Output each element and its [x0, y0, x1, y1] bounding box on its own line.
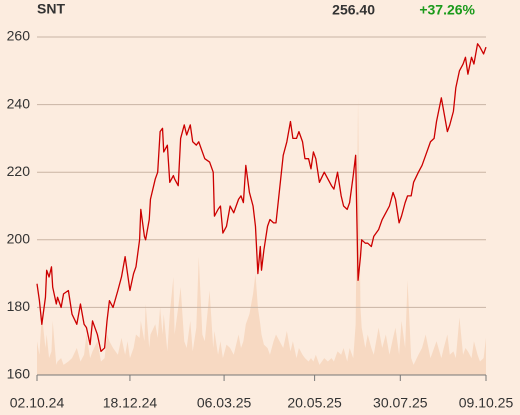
y-tick-label: 160	[7, 366, 31, 382]
y-tick-label: 180	[7, 298, 31, 314]
y-tick-label: 200	[7, 231, 31, 247]
x-tick-label: 06.03.25	[197, 395, 252, 411]
change: +37.26%	[419, 2, 475, 18]
ticker: SNT	[37, 1, 65, 17]
y-tick-label: 260	[7, 28, 31, 44]
y-tick-label: 220	[7, 163, 31, 179]
y-tick-label: 240	[7, 95, 31, 111]
last-price: 256.40	[332, 2, 375, 18]
x-tick-label: 09.10.25	[459, 395, 514, 411]
x-tick-label: 20.05.25	[287, 395, 342, 411]
x-tick-label: 02.10.24	[10, 395, 65, 411]
price-line	[36, 43, 487, 352]
x-tick-label: 30.07.25	[373, 395, 428, 411]
x-tick-label: 18.12.24	[103, 395, 158, 411]
